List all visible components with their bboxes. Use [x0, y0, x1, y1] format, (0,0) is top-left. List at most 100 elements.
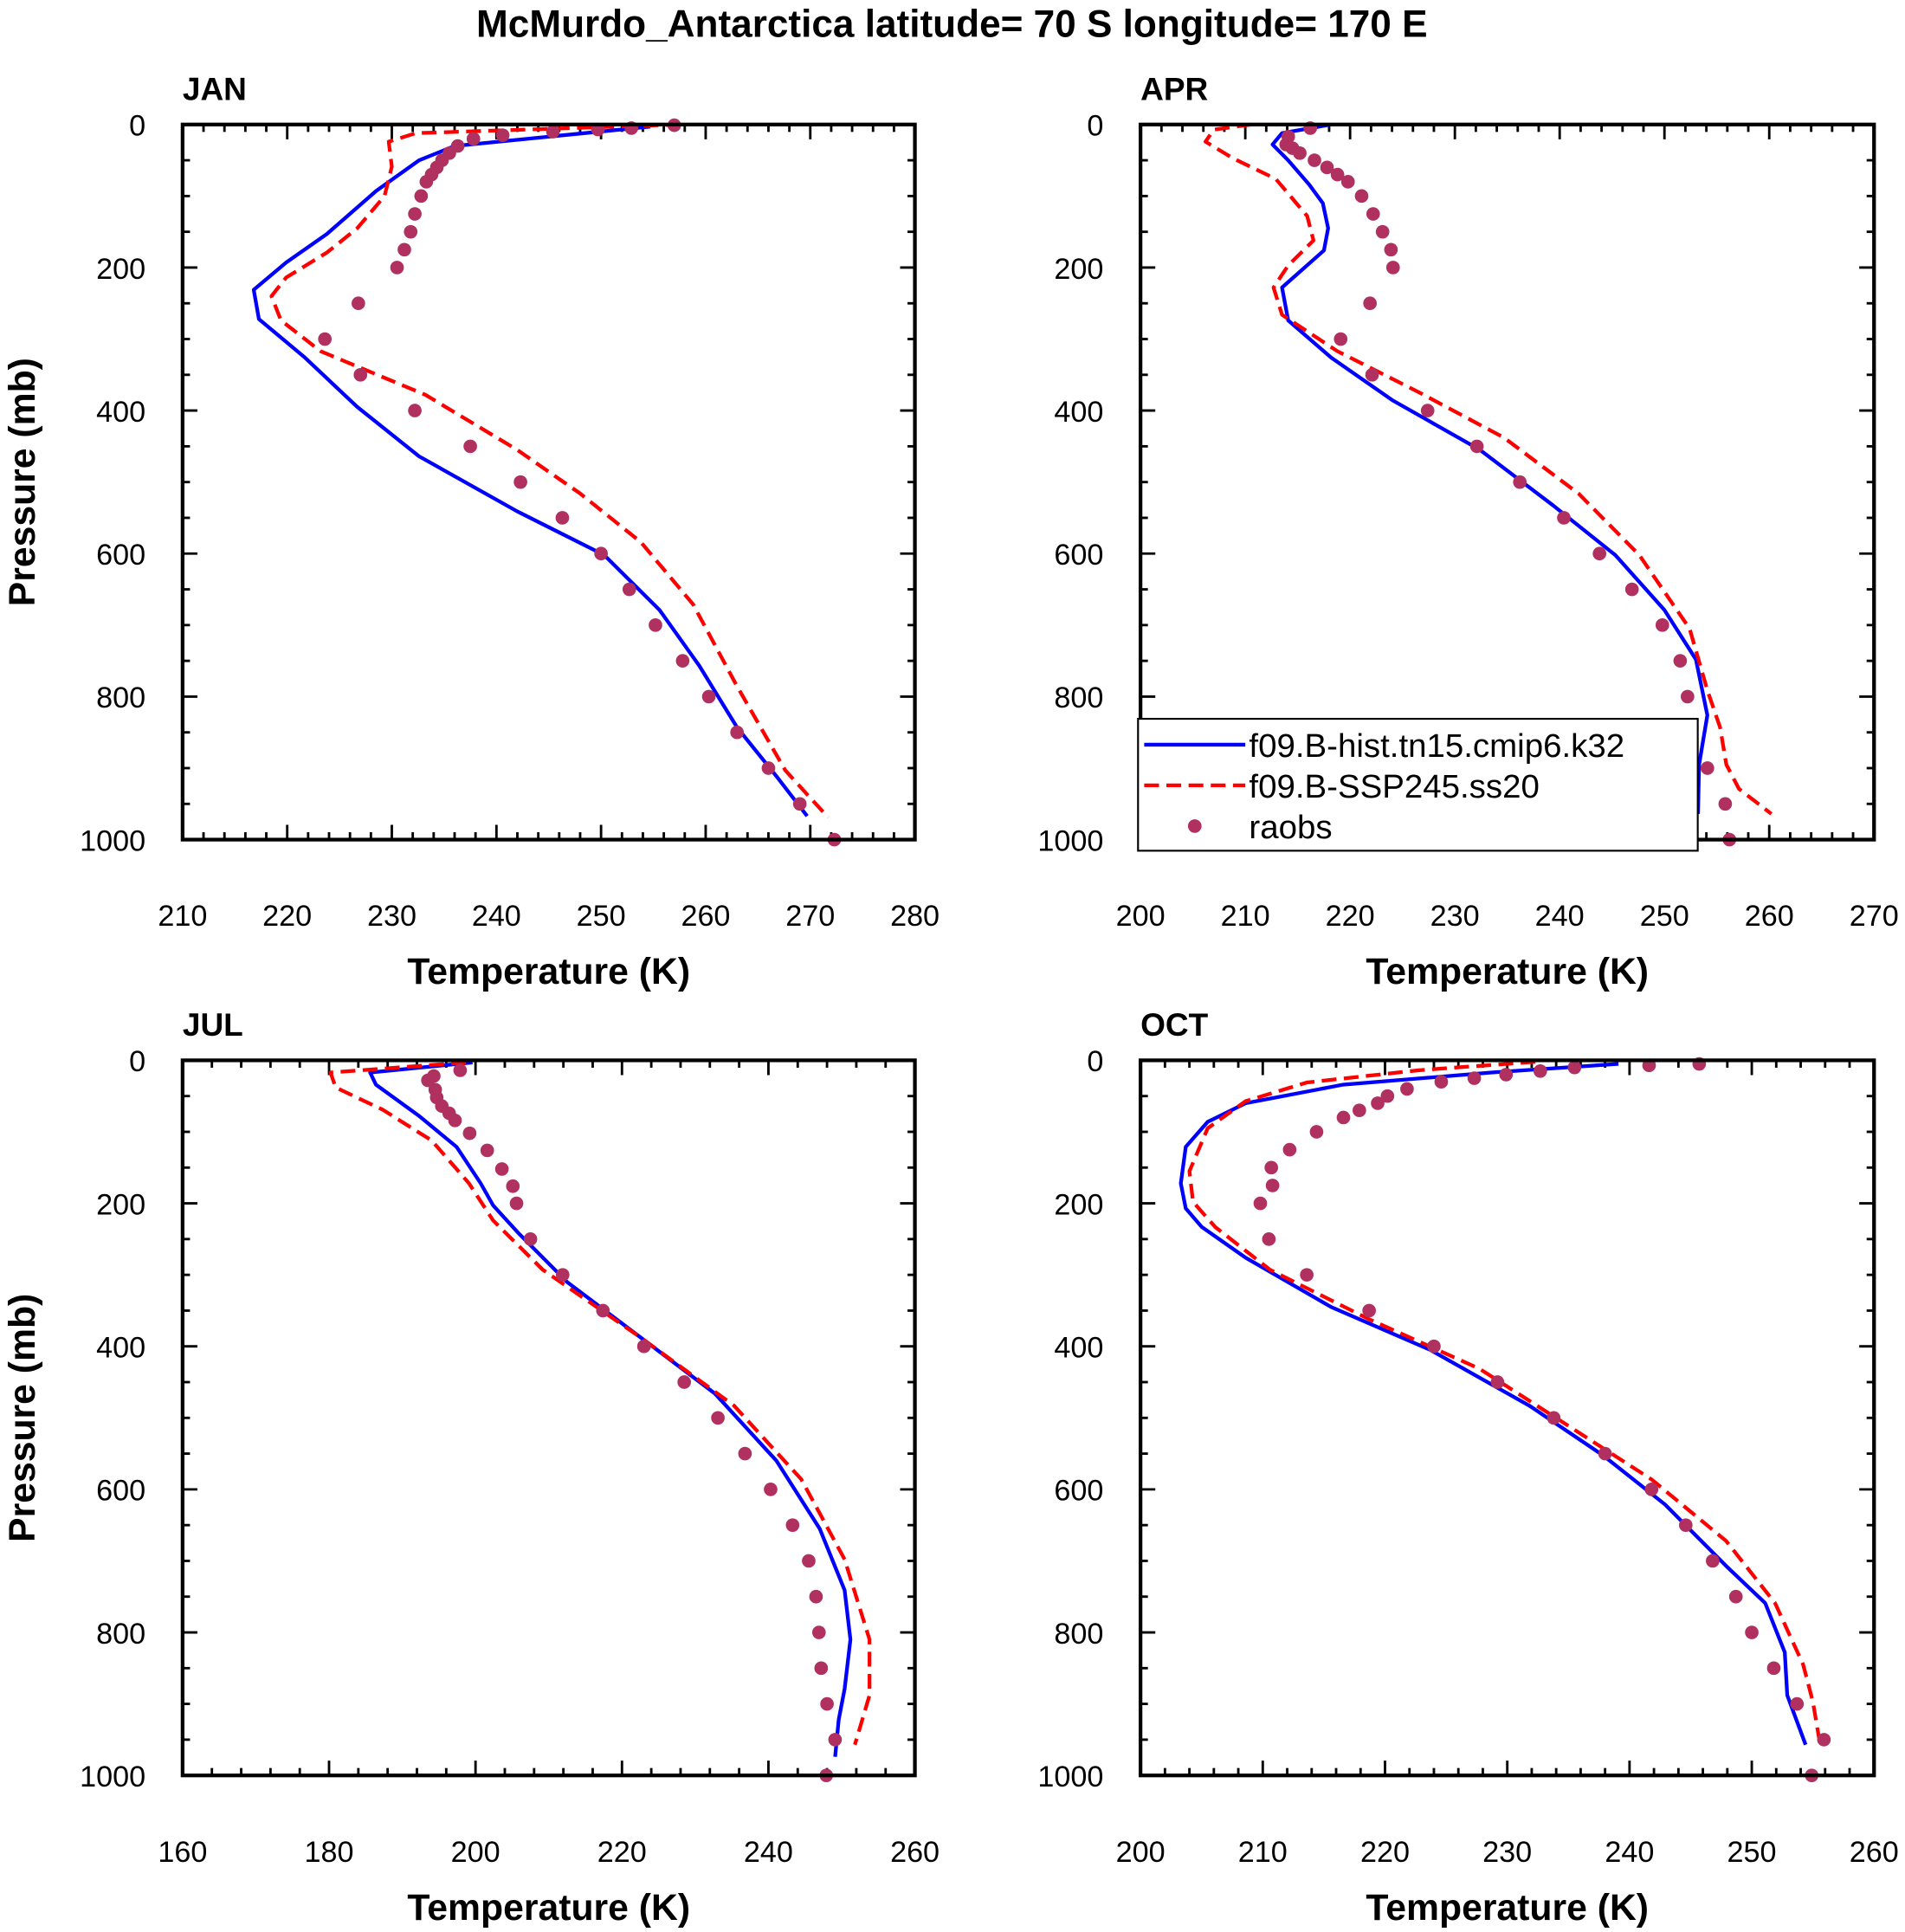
legend-marker-icon	[1187, 819, 1202, 833]
y-tick-label: 200	[1054, 253, 1103, 286]
hist-series-line	[251, 125, 809, 817]
y-tick-label: 600	[96, 1475, 145, 1508]
x-tick-label: 260	[1745, 900, 1794, 933]
raobs-point	[421, 1073, 436, 1088]
raobs-point	[1365, 367, 1379, 382]
raobs-point	[1592, 546, 1607, 561]
raobs-point	[1366, 207, 1380, 221]
raobs-point	[555, 1268, 570, 1282]
raobs-point	[711, 1411, 725, 1425]
x-tick-label: 220	[597, 1836, 647, 1869]
y-tick-label: 1000	[80, 824, 145, 857]
raobs-point	[1380, 1089, 1395, 1103]
y-tick-label: 200	[96, 253, 145, 286]
y-tick-label: 0	[129, 1045, 145, 1078]
raobs-point	[1420, 404, 1435, 417]
raobs-point	[494, 1162, 509, 1176]
raobs-point	[1309, 1125, 1324, 1139]
raobs-point	[1745, 1625, 1759, 1639]
legend-label: f09.B-hist.tn15.cmip6.k32	[1249, 727, 1624, 765]
y-tick-label: 1000	[1037, 824, 1103, 857]
x-tick-label: 220	[1360, 1836, 1410, 1869]
raobs-point	[1354, 189, 1369, 204]
raobs-point	[318, 332, 333, 346]
raobs-point	[419, 175, 434, 189]
x-tick-label: 220	[262, 900, 312, 933]
raobs-point	[1320, 160, 1334, 175]
raobs-point	[462, 1126, 477, 1140]
panel-label: JUL	[183, 1006, 243, 1043]
raobs-point	[448, 1113, 462, 1128]
raobs-point	[1434, 1075, 1449, 1089]
raobs-point	[1644, 1483, 1659, 1496]
x-tick-label: 280	[890, 900, 940, 933]
x-tick-label: 260	[1850, 1836, 1899, 1869]
y-tick-label: 400	[1054, 1332, 1103, 1365]
raobs-point	[1363, 296, 1377, 311]
y-tick-label: 800	[96, 682, 145, 714]
panel-oct: OCT 200 210 220 230 240 250 260 0 200 400 600 800 100…	[1037, 1006, 1898, 1929]
raobs-point	[1547, 1411, 1561, 1425]
raobs-point	[1499, 1068, 1514, 1082]
x-axis-label: Temperature (K)	[407, 1887, 690, 1929]
raobs-point	[828, 1733, 843, 1747]
raobs-point	[1334, 332, 1348, 346]
raobs-point	[761, 761, 776, 775]
x-axis-label: Temperature (K)	[1366, 951, 1649, 992]
raobs-point	[495, 128, 510, 143]
raobs-point	[1790, 1696, 1805, 1711]
raobs-point	[555, 511, 570, 525]
raobs-point	[1678, 1518, 1693, 1532]
raobs-point	[506, 1179, 520, 1193]
ssp245-series-line	[1204, 122, 1773, 816]
hist-series-line	[368, 1060, 853, 1757]
raobs-point	[764, 1483, 778, 1496]
legend: f09.B-hist.tn15.cmip6.k32f09.B-SSP245.ss…	[1137, 717, 1699, 852]
raobs-point	[1385, 261, 1400, 275]
raobs-point	[730, 725, 745, 740]
raobs-point	[1533, 1063, 1547, 1078]
raobs-point	[814, 1661, 829, 1676]
x-tick-label: 220	[1326, 900, 1375, 933]
raobs-point	[1624, 582, 1639, 597]
x-tick-label: 270	[1850, 900, 1899, 933]
x-tick-label: 210	[1221, 900, 1270, 933]
raobs-point	[738, 1446, 752, 1461]
raobs-point	[480, 1143, 494, 1158]
y-tick-label: 400	[96, 396, 145, 429]
raobs-point	[1469, 439, 1484, 454]
plot-frame	[1138, 1058, 1876, 1778]
legend-label: raobs	[1249, 809, 1332, 846]
y-tick-label: 400	[1054, 396, 1103, 429]
raobs-point	[1700, 761, 1714, 775]
raobs-point	[1766, 1661, 1781, 1676]
x-tick-label: 240	[1535, 900, 1585, 933]
y-tick-label: 200	[96, 1188, 145, 1221]
figure-title: McMurdo_Antarctica latitude= 70 S longit…	[476, 3, 1428, 46]
ssp245-series-line	[328, 1060, 872, 1746]
y-tick-label: 0	[1087, 110, 1103, 143]
raobs-point	[523, 1232, 538, 1246]
raobs-point	[1375, 224, 1390, 239]
raobs-point	[1728, 1589, 1743, 1604]
raobs-point	[397, 242, 411, 257]
raobs-point	[1567, 1060, 1582, 1075]
x-tick-label: 250	[1727, 1836, 1777, 1869]
raobs-point	[809, 1589, 823, 1604]
raobs-point	[596, 1303, 610, 1318]
raobs-point	[785, 1518, 800, 1532]
x-tick-label: 160	[158, 1836, 207, 1869]
raobs-point	[701, 689, 716, 704]
x-tick-label: 240	[472, 900, 521, 933]
raobs-point	[509, 1196, 524, 1211]
y-tick-label: 600	[1054, 539, 1103, 572]
raobs-point	[1264, 1160, 1279, 1175]
raobs-point	[463, 439, 477, 454]
legend-box	[1137, 717, 1699, 852]
y-tick-label: 400	[96, 1332, 145, 1365]
raobs-point	[622, 582, 636, 597]
raobs-point	[1371, 1096, 1385, 1110]
x-axis-label: Temperature (K)	[407, 951, 690, 992]
raobs-point	[1673, 654, 1688, 668]
